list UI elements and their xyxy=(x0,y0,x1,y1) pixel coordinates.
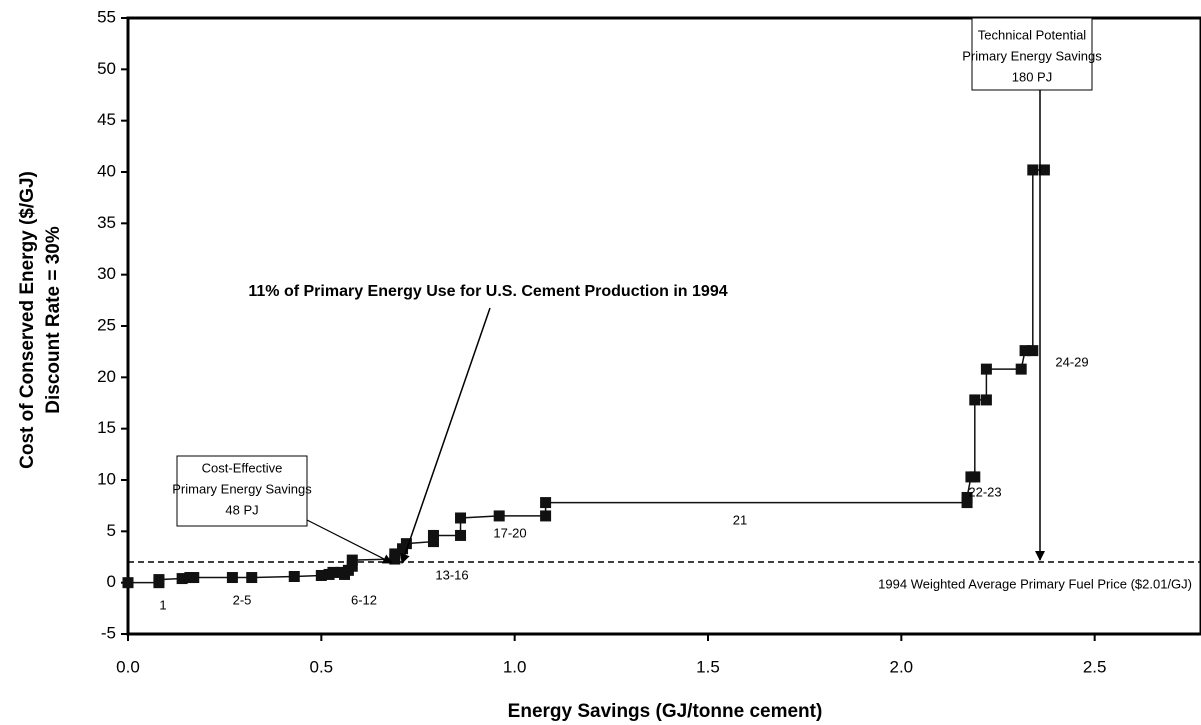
y-tick-label: 50 xyxy=(97,59,116,78)
data-point xyxy=(980,394,992,406)
box-text: Primary Energy Savings xyxy=(172,481,312,496)
step-label: 24-29 xyxy=(1055,354,1088,369)
data-point xyxy=(1015,363,1027,375)
data-point xyxy=(176,573,188,585)
step-label: 6-12 xyxy=(351,592,377,607)
y-tick-label: -5 xyxy=(101,623,116,642)
data-point xyxy=(315,569,327,581)
y-tick-label: 55 xyxy=(97,7,116,26)
x-tick-label: 1.0 xyxy=(503,657,527,676)
data-point xyxy=(327,566,339,578)
data-point xyxy=(122,577,134,589)
data-point xyxy=(540,510,552,522)
annotation: 11% of Primary Energy Use for U.S. Cemen… xyxy=(248,283,727,300)
data-point xyxy=(427,536,439,548)
y-tick-label: 15 xyxy=(97,418,116,437)
data-point xyxy=(980,363,992,375)
y-tick-label: 40 xyxy=(97,161,116,180)
x-tick-label: 0.5 xyxy=(310,657,334,676)
x-axis-title: Energy Savings (GJ/tonne cement) xyxy=(508,701,823,722)
technical-box xyxy=(971,17,1093,91)
step-label: 13-16 xyxy=(435,567,468,582)
x-tick-label: 2.5 xyxy=(1083,657,1107,676)
data-point xyxy=(455,512,467,524)
step-label: 2-5 xyxy=(233,592,252,607)
x-tick-label: 1.5 xyxy=(696,657,720,676)
data-point xyxy=(1027,345,1039,357)
data-point xyxy=(346,560,358,572)
y-tick-label: 20 xyxy=(97,367,116,386)
x-tick-label: 0.0 xyxy=(116,657,140,676)
step-label: 21 xyxy=(733,512,747,527)
data-point xyxy=(961,491,973,503)
y-tick-label: 45 xyxy=(97,110,116,129)
data-point xyxy=(153,574,165,586)
data-point xyxy=(1019,345,1031,357)
y-tick-label: 10 xyxy=(97,469,116,488)
step-label: 17-20 xyxy=(493,525,526,540)
data-point xyxy=(969,471,981,483)
data-point xyxy=(389,548,401,560)
y-tick-label: 35 xyxy=(97,213,116,232)
y-tick-label: 25 xyxy=(97,315,116,334)
data-point xyxy=(455,529,467,541)
data-point xyxy=(1038,164,1050,176)
data-point xyxy=(540,497,552,509)
reference-label: 1994 Weighted Average Primary Fuel Price… xyxy=(878,576,1192,591)
box-text: Cost-Effective xyxy=(202,460,283,475)
cost-effective-box xyxy=(176,455,308,527)
data-point xyxy=(226,572,238,584)
box-text: 180 PJ xyxy=(1012,69,1052,84)
y-axis-title: Discount Rate = 30% xyxy=(43,226,64,414)
data-point xyxy=(346,554,358,566)
data-point xyxy=(188,572,200,584)
data-point xyxy=(969,394,981,406)
y-tick-label: 0 xyxy=(107,572,116,591)
data-point xyxy=(246,572,258,584)
box-text: 48 PJ xyxy=(225,502,258,517)
data-point xyxy=(493,510,505,522)
y-tick-label: 30 xyxy=(97,264,116,283)
data-point xyxy=(400,538,412,550)
box-arrow xyxy=(306,519,393,564)
step-label: 1 xyxy=(159,597,166,612)
annotation-arrow xyxy=(400,307,491,564)
data-point xyxy=(427,529,439,541)
y-tick-label: 5 xyxy=(107,521,116,540)
y-axis-title: Cost of Conserved Energy ($/GJ) xyxy=(17,171,38,469)
step-label: 22-23 xyxy=(968,484,1001,499)
data-point xyxy=(288,571,300,583)
x-tick-label: 2.0 xyxy=(890,657,914,676)
box-text: Technical Potential xyxy=(978,27,1087,42)
plot-frame xyxy=(126,16,1201,636)
box-text: Primary Energy Savings xyxy=(962,48,1102,63)
data-point xyxy=(1027,164,1039,176)
